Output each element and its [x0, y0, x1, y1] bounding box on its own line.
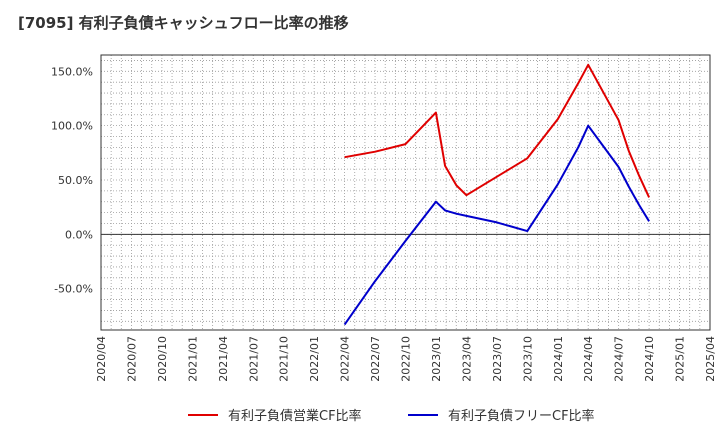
- x-tick-label: 2022/10: [400, 336, 413, 382]
- vertical-gridlines: [100, 55, 711, 330]
- x-tick-label: 2023/04: [460, 336, 473, 382]
- x-tick-label: 2021/07: [247, 336, 260, 382]
- y-tick-label: 100.0%: [51, 120, 93, 133]
- x-tick-label: 2022/07: [369, 336, 382, 382]
- x-tick-label: 2024/10: [643, 336, 656, 382]
- x-tick-label: 2025/04: [704, 336, 717, 382]
- x-tick-label: 2020/04: [95, 336, 108, 382]
- x-tick-label: 2024/01: [552, 336, 565, 382]
- x-tick-label: 2020/10: [156, 336, 169, 382]
- y-axis-ticks: 150.0% 100.0% 50.0% 0.0% -50.0%: [51, 65, 93, 295]
- legend: 有利子負債営業CF比率 有利子負債フリーCF比率: [188, 408, 595, 424]
- x-tick-label: 2023/07: [491, 336, 504, 382]
- x-tick-label: 2021/01: [186, 336, 199, 382]
- x-tick-label: 2020/07: [125, 336, 138, 382]
- x-tick-label: 2024/07: [613, 336, 626, 382]
- legend-label-2: 有利子負債フリーCF比率: [448, 408, 595, 424]
- y-tick-label: 150.0%: [51, 65, 93, 78]
- x-axis-ticks: 2020/04 2020/07 2020/10 2021/01 2021/04 2021/…: [95, 336, 717, 382]
- x-tick-label: 2021/04: [217, 336, 230, 382]
- x-tick-label: 2025/01: [674, 336, 687, 382]
- y-tick-label: -50.0%: [54, 283, 93, 296]
- x-tick-label: 2022/04: [339, 336, 352, 382]
- series-layer: [343, 63, 651, 326]
- x-tick-label: 2023/10: [521, 336, 534, 382]
- chart-title: [7095] 有利子負債キャッシュフロー比率の推移: [18, 14, 349, 32]
- x-tick-label: 2021/10: [278, 336, 291, 382]
- x-tick-label: 2022/01: [308, 336, 321, 382]
- series-line-1: [344, 63, 651, 198]
- plot-frame: [100, 54, 711, 331]
- series-line-2: [343, 124, 650, 326]
- y-tick-label: 0.0%: [65, 228, 93, 241]
- legend-label-1: 有利子負債営業CF比率: [228, 408, 362, 424]
- y-tick-label: 50.0%: [58, 174, 93, 187]
- x-tick-label: 2024/04: [582, 336, 595, 382]
- x-tick-label: 2023/01: [430, 336, 443, 382]
